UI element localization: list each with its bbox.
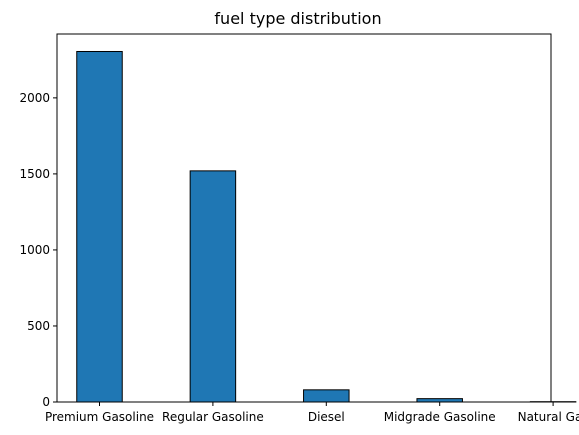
x-tick-label-4: Natural Gas xyxy=(518,410,579,424)
x-tick-label-2: Diesel xyxy=(308,410,345,424)
plot-area: 0 500 1000 1500 2000 Premium Gasoline Regular … xyxy=(19,33,579,424)
bar-3 xyxy=(416,398,463,403)
y-tick-label-4: 2000 xyxy=(19,91,50,105)
y-tick-label-0: 0 xyxy=(42,395,50,409)
x-tick-label-1: Regular Gasoline xyxy=(162,410,264,424)
bar-2 xyxy=(303,389,350,403)
bar-0 xyxy=(76,50,123,403)
x-tick-label-3: Midgrade Gasoline xyxy=(384,410,496,424)
y-tick-label-2: 1000 xyxy=(19,243,50,257)
y-tick-label-1: 500 xyxy=(27,319,50,333)
bar-1 xyxy=(189,170,237,403)
x-tick-label-0: Premium Gasoline xyxy=(45,410,154,424)
axes-frame xyxy=(56,33,552,403)
chart-title: fuel type distribution xyxy=(214,9,381,28)
y-tick-label-3: 1500 xyxy=(19,167,50,181)
